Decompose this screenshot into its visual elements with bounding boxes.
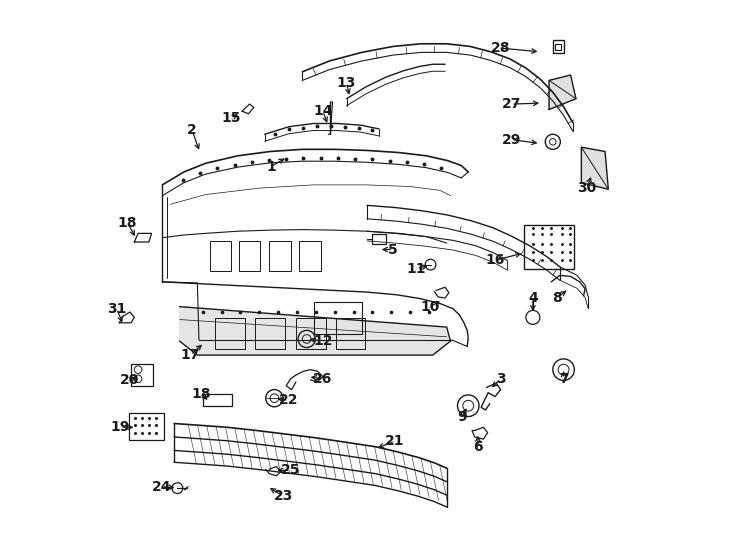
Text: 30: 30 [577, 181, 597, 195]
Text: 11: 11 [407, 262, 426, 276]
Text: 20: 20 [120, 374, 139, 387]
Polygon shape [180, 307, 451, 355]
Bar [372, 234, 386, 244]
Polygon shape [549, 75, 576, 110]
Text: 7: 7 [559, 372, 568, 386]
Text: 25: 25 [281, 463, 300, 477]
Text: 9: 9 [457, 409, 467, 423]
Bar [255, 318, 285, 349]
Text: 1: 1 [266, 160, 276, 173]
Polygon shape [581, 147, 608, 189]
Text: 15: 15 [222, 111, 241, 125]
Bar [314, 302, 362, 334]
Bar [210, 241, 231, 271]
Text: 28: 28 [491, 41, 510, 55]
Text: 24: 24 [151, 480, 171, 494]
Bar [299, 241, 321, 271]
Text: 26: 26 [313, 372, 333, 386]
Bar [269, 241, 291, 271]
Text: 3: 3 [495, 372, 506, 386]
Text: 18: 18 [117, 215, 137, 230]
Text: 13: 13 [337, 76, 356, 90]
Bar [524, 225, 574, 269]
Text: 6: 6 [473, 440, 483, 454]
Text: 31: 31 [107, 302, 126, 316]
Bar [215, 318, 244, 349]
Text: 14: 14 [313, 104, 333, 118]
Bar [553, 40, 564, 53]
Bar [239, 241, 261, 271]
Bar [203, 394, 233, 406]
Text: 22: 22 [279, 393, 299, 407]
Text: 21: 21 [385, 434, 404, 448]
Text: 29: 29 [501, 133, 521, 147]
Text: 4: 4 [528, 291, 538, 305]
Text: 23: 23 [274, 489, 293, 503]
Text: 5: 5 [388, 242, 398, 256]
Text: 27: 27 [501, 97, 521, 111]
Text: 17: 17 [181, 348, 200, 362]
Text: 8: 8 [552, 291, 562, 305]
Text: 16: 16 [485, 253, 505, 267]
Text: 19: 19 [111, 420, 130, 434]
Text: 10: 10 [421, 300, 440, 314]
Bar [131, 364, 153, 386]
Bar [129, 413, 164, 440]
Text: 2: 2 [187, 123, 197, 137]
Text: 18: 18 [192, 387, 211, 401]
Bar [335, 318, 366, 349]
Bar [296, 318, 325, 349]
Text: 12: 12 [313, 334, 333, 348]
